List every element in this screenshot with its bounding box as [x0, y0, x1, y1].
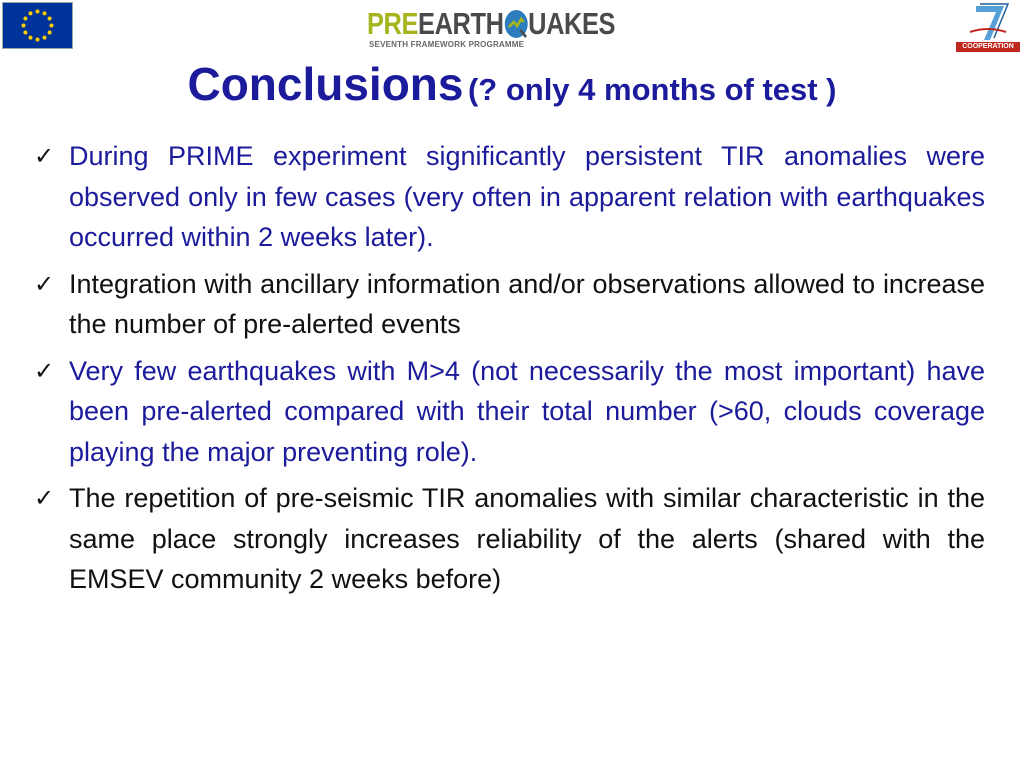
bullet-text: Integration with ancillary information a…: [69, 268, 985, 340]
bullet-text: Very few earthquakes with M>4 (not neces…: [69, 355, 985, 467]
eu-flag-icon: [2, 2, 73, 49]
bullet-text: The repetition of pre-seismic TIR anomal…: [69, 483, 985, 594]
globe-q-icon: [504, 10, 528, 39]
checkmark-icon: ✓: [34, 484, 55, 512]
logo-uakes: UAKES: [528, 6, 616, 41]
conclusions-list: ✓ During PRIME experiment significantly …: [34, 136, 985, 606]
title-main: Conclusions: [187, 58, 464, 110]
title-sub: (? only 4 months of test ): [467, 72, 837, 107]
slide-title: Conclusions (? only 4 months of test ): [0, 57, 1024, 111]
bullet-text: During PRIME experiment significantly pe…: [69, 141, 985, 252]
logo-wordmark: PREEARTH UAKES: [367, 8, 615, 39]
list-item: ✓ During PRIME experiment significantly …: [34, 136, 985, 258]
checkmark-icon: ✓: [34, 269, 55, 298]
fp7-label: COOPERATION: [956, 42, 1020, 52]
preearthquakes-logo: PREEARTH UAKES SEVENTH FRAMEWORK PROGRAMM…: [367, 2, 619, 54]
fp7-cooperation-logo: COOPERATION: [956, 2, 1020, 54]
fp7-seven-icon: [969, 3, 1010, 40]
logo-earth: EARTH: [418, 6, 504, 41]
logo-subtitle: SEVENTH FRAMEWORK PROGRAMME: [369, 40, 525, 49]
logo-pre: PRE: [367, 6, 419, 41]
list-item: ✓ Integration with ancillary information…: [34, 264, 985, 345]
eu-star-ring: [21, 9, 54, 42]
eu-stars: [21, 9, 54, 42]
checkmark-icon: ✓: [34, 142, 55, 170]
checkmark-icon: ✓: [34, 356, 55, 385]
list-item: ✓ The repetition of pre-seismic TIR anom…: [34, 478, 985, 600]
list-item: ✓ Very few earthquakes with M>4 (not nec…: [34, 351, 985, 473]
